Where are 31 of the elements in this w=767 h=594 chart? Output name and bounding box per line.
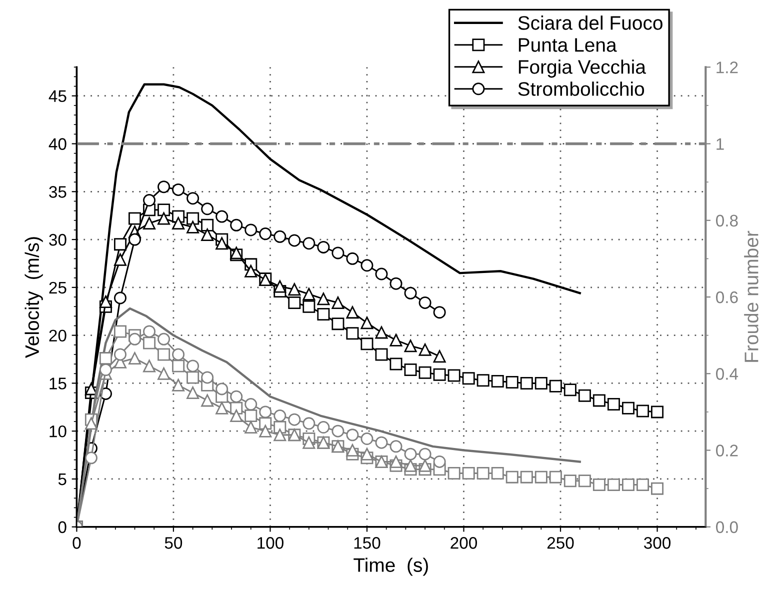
x-tick-label: 200 (450, 537, 477, 549)
y-tick-label: 15 (50, 378, 66, 390)
y2-tick-label: 1 (716, 138, 724, 150)
y-axis-title: Velocity (m/s) (24, 237, 43, 358)
x-tick-label: 150 (354, 537, 380, 549)
legend-label: Sciara del Fuoco (518, 16, 662, 30)
legend-label: Forgia Vecchia (518, 60, 646, 78)
y-tick-label: 20 (49, 330, 66, 342)
y-tick-label: 0 (58, 521, 66, 534)
y-tick-label: 25 (49, 282, 66, 294)
y2-tick-label: 0.2 (716, 444, 738, 456)
legend-label: Punta Lena (518, 38, 617, 52)
y-tick-label: 40 (48, 138, 66, 150)
y2-axis-title: Froude number (744, 230, 758, 362)
x-tick-label: 100 (258, 537, 284, 549)
y2-tick-label: 0.6 (716, 291, 738, 304)
legend-label: Strombolicchio (518, 82, 644, 96)
x-tick-label: 50 (164, 537, 182, 549)
y2-tick-label: 0.4 (716, 368, 738, 380)
y-tick-label: 35 (49, 186, 66, 198)
y-tick-label: 10 (50, 425, 66, 438)
x-tick-label: 300 (644, 537, 671, 549)
x-tick-label: 0 (72, 537, 81, 549)
x-tick-label: 250 (547, 537, 574, 549)
y-tick-label: 5 (58, 474, 66, 486)
y2-tick-label: 1.2 (716, 62, 738, 74)
x-axis-title: Time (s) (354, 558, 428, 576)
y2-tick-label: 0.8 (716, 214, 738, 227)
y2-tick-label: 0.0 (716, 521, 738, 534)
y-tick-label: 45 (48, 90, 66, 102)
y-tick-label: 30 (49, 234, 66, 246)
